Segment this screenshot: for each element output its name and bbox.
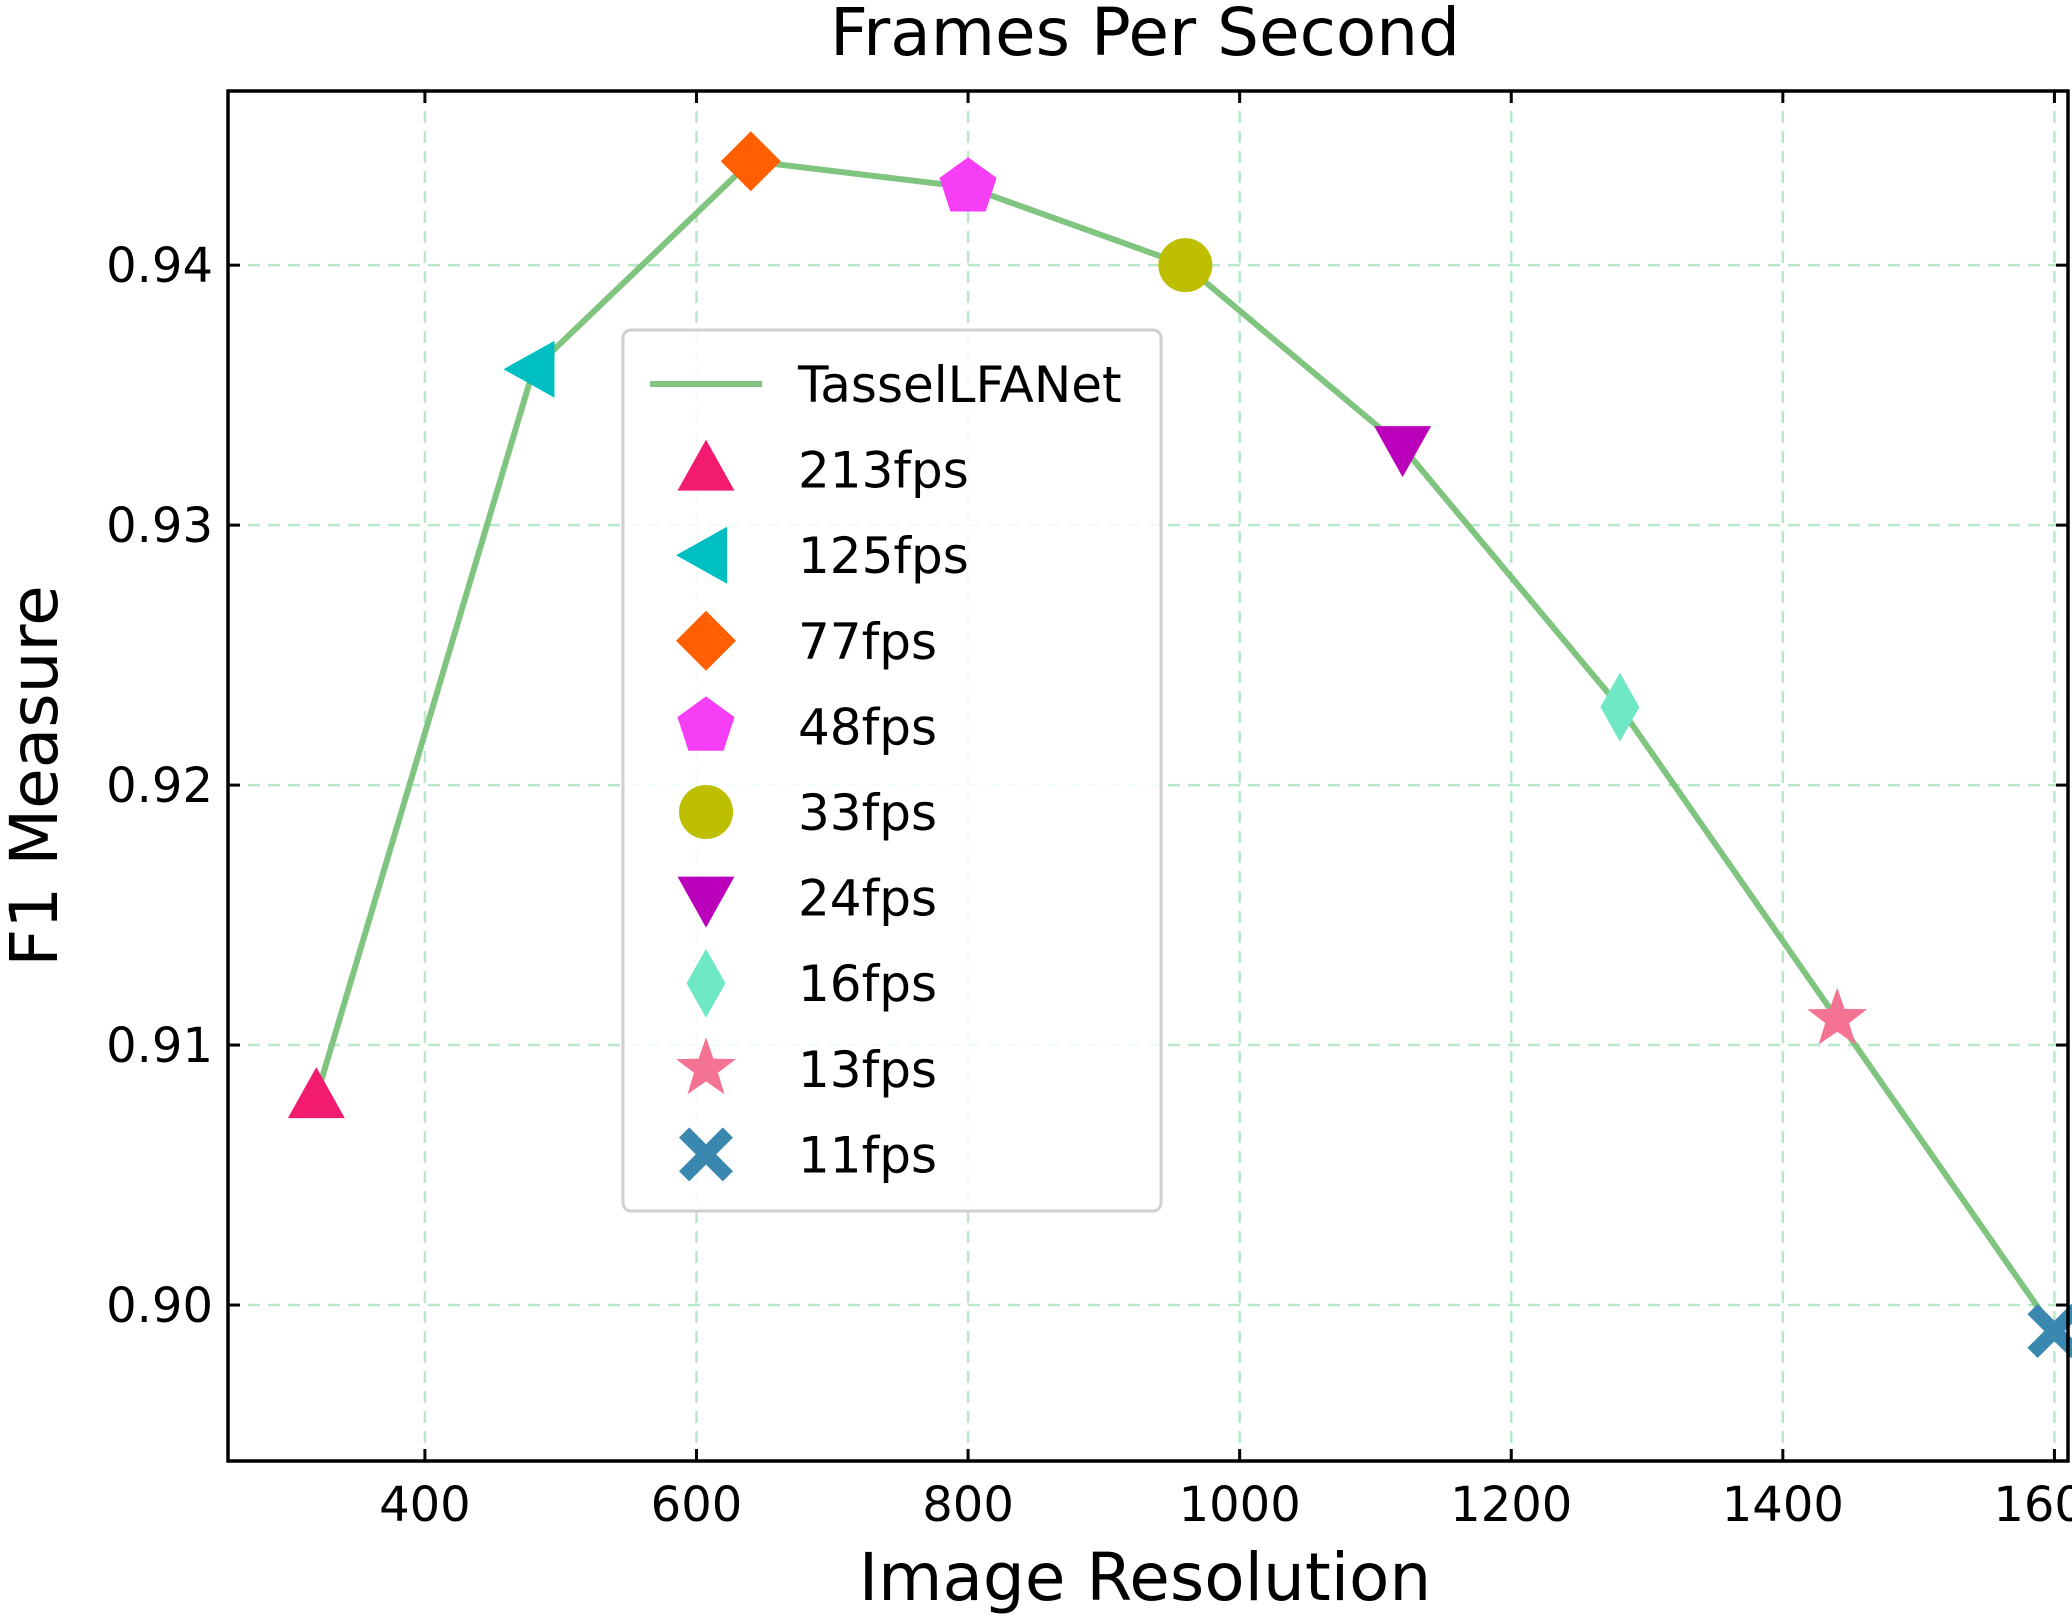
legend-label-24fps: 24fps [798, 870, 937, 928]
y-tick-label: 0.92 [106, 758, 213, 814]
legend-label-77fps: 77fps [798, 613, 937, 671]
legend-marker-11fps [679, 1127, 733, 1182]
marker-125fps [503, 340, 555, 398]
legend-marker-77fps [676, 610, 736, 671]
x-tick-label: 800 [922, 1477, 1014, 1533]
legend-marker-33fps [679, 785, 733, 839]
legend-label-33fps: 33fps [798, 784, 937, 842]
legend-marker-24fps [677, 876, 735, 928]
marker-77fps [720, 131, 781, 192]
legend-marker-125fps [676, 526, 727, 584]
legend-marker-48fps [677, 696, 735, 751]
marker-24fps [1374, 426, 1432, 478]
y-tick-label: 0.91 [106, 1018, 213, 1074]
markers-layer [287, 131, 2072, 1358]
legend-label-13fps: 13fps [798, 1041, 937, 1099]
chart-title: Frames Per Second [830, 0, 1460, 71]
x-tick-label: 1400 [1722, 1477, 1844, 1533]
legend-marker-16fps [686, 948, 726, 1018]
legend-marker-213fps [677, 439, 735, 491]
y-tick-label: 0.90 [106, 1278, 213, 1334]
marker-11fps [2027, 1304, 2072, 1358]
x-axis-label: Image Resolution [859, 1539, 1432, 1616]
legend-label-tassellfanet: TasselLFANet [797, 356, 1122, 414]
y-axis-label: F1 Measure [0, 585, 73, 966]
legend-label-16fps: 16fps [798, 955, 937, 1013]
y-tick-label: 0.94 [106, 238, 213, 294]
x-tick-label: 600 [651, 1477, 743, 1533]
plot-frame [226, 89, 2070, 1463]
series-layer [313, 158, 2057, 1333]
legend-label-125fps: 125fps [798, 527, 969, 585]
y-tick-label: 0.93 [106, 498, 213, 554]
legend: TasselLFANet 213fps 125fps 77fps 48fps 33fps 2… [621, 328, 1163, 1213]
x-tick-label: 1000 [1179, 1477, 1301, 1533]
x-tick-label: 1200 [1450, 1477, 1572, 1533]
legend-label-48fps: 48fps [798, 698, 937, 756]
legend-label-213fps: 213fps [798, 442, 969, 500]
marker-213fps [287, 1067, 345, 1119]
legend-marker-13fps [676, 1037, 736, 1095]
marker-48fps [939, 157, 997, 212]
legend-label-11fps: 11fps [798, 1126, 937, 1184]
marker-13fps [1807, 987, 1868, 1045]
legend-box [621, 328, 1163, 1213]
x-tick-label: 400 [379, 1477, 471, 1533]
series-line-tassellfanet [313, 158, 2057, 1333]
marker-16fps [1600, 672, 1640, 742]
marker-33fps [1158, 238, 1213, 293]
